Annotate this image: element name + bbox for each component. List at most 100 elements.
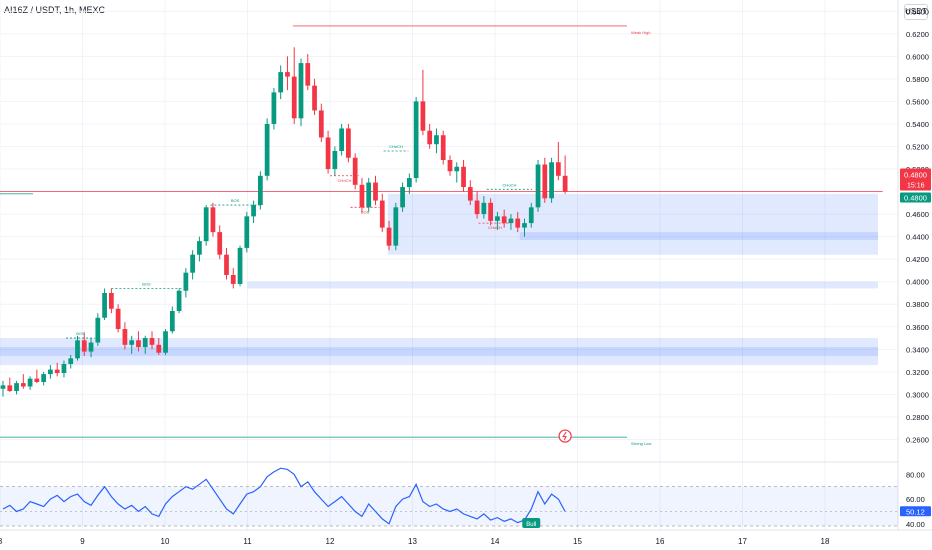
price-tick-label: 0.2800 [906,413,929,422]
candle-body [136,340,141,348]
candle-body [169,311,175,332]
candle-body [312,85,317,111]
structure-label: BOS [76,331,85,336]
time-tick-label: 14 [491,537,500,546]
candle-body [318,110,324,138]
price-tick-label: 0.5200 [906,142,929,151]
price-tick-label: 0.6000 [906,52,929,61]
price-tick-label: 0.5600 [906,97,929,106]
rsi-tick-label: 40.00 [906,520,925,529]
candle-body [467,187,473,201]
candle-body [0,385,6,389]
candle-body [413,101,419,179]
lightning-icon [562,431,567,441]
candle-body [474,200,480,215]
price-tick-label: 0.3200 [906,368,929,377]
price-tick-label: 0.3000 [906,390,929,399]
candle-body [129,340,135,345]
candle-body [210,207,216,233]
price-tick-label: 0.4400 [906,233,929,242]
candle-body [257,175,263,206]
candle-body [48,369,53,375]
candle-body [535,164,541,208]
rsi-tick-label: 60.00 [906,495,925,504]
candle-body [14,383,19,392]
candle-body [298,63,304,119]
candle-body [481,202,487,215]
candle-body [515,218,521,228]
candle-body [325,137,331,170]
candle-body [108,292,114,309]
rsi-value-tag [900,506,931,517]
candle-body [332,150,338,170]
candle-body [27,378,33,387]
candle-body [34,378,40,382]
time-tick-label: 10 [161,537,170,546]
time-tick-label: 8 [0,537,3,546]
candle-body [434,135,439,145]
candle-body [102,292,107,318]
candle-body [20,383,26,387]
candle-body [379,200,385,228]
candle-body [400,187,405,208]
candle-body [122,329,128,345]
demand-zone [0,347,878,357]
candle-layer [0,47,568,397]
candle-body [88,342,94,352]
demand-zone [387,193,878,255]
price-tick-label: 0.4600 [906,210,929,219]
rsi-tick-label: 80.00 [906,470,925,479]
demand-zone [519,232,878,241]
candle-body [230,274,236,284]
time-tick-label: 15 [573,537,582,546]
candle-body [373,182,378,201]
candle-body [488,202,493,221]
candle-body [285,72,290,77]
candle-body [393,207,399,246]
candle-body [420,101,426,131]
price-tick-label: 0.2600 [906,435,929,444]
rsi-value-label: 50.12 [906,507,925,516]
candle-body [346,128,351,158]
candle-body [115,308,121,330]
candle-body [386,227,392,246]
time-tick-label: 18 [821,537,830,546]
price-tick-label: 0.3600 [906,323,929,332]
label-layer: BOS BOS BOS CHoCH BOS CHoCH CHoCH CHoCH [66,144,572,443]
strong-high-label: Weak High [631,30,651,35]
marker-price-label: 0.4800 [904,194,927,203]
candle-body [562,175,568,192]
candle-body [183,272,189,291]
rsi-band [0,486,898,526]
candle-body [244,216,250,248]
price-tick-label: 0.4000 [906,278,929,287]
symbol-title: AI16Z / USDT, 1h, MEXC [4,5,106,15]
candle-body [217,232,223,255]
candle-body [528,207,534,224]
time-tick-label: 17 [738,537,747,546]
price-tick-label: 0.6200 [906,30,929,39]
strong-low-label: Strong Low [631,441,651,446]
bull-signal-badge [522,518,541,528]
candle-body [156,344,162,353]
axis-layer: 0.6400 0.6200 0.6000 0.5800 0.5600 0.5400 0.52… [0,7,931,546]
time-tick-label: 12 [326,537,335,546]
last-price-label: 0.4800 [904,171,927,180]
candle-body [54,369,60,373]
candle-body [197,241,202,255]
candle-body [555,162,561,176]
structure-label: BOS [142,281,151,286]
price-tick-label: 0.4200 [906,255,929,264]
countdown-label: 15:16 [907,183,925,190]
candle-body [305,63,311,86]
structure-label: CHoCH [338,178,352,183]
rsi-layer: Bull [0,467,898,528]
candle-body [68,358,74,364]
structure-label: CHoCH [503,182,517,187]
currency-selector[interactable]: USDT [904,4,928,20]
candle-body [203,207,209,242]
price-tick-label: 0.5800 [906,75,929,84]
structure-label: BOS [231,198,240,203]
price-tick-label: 0.3400 [906,345,929,354]
